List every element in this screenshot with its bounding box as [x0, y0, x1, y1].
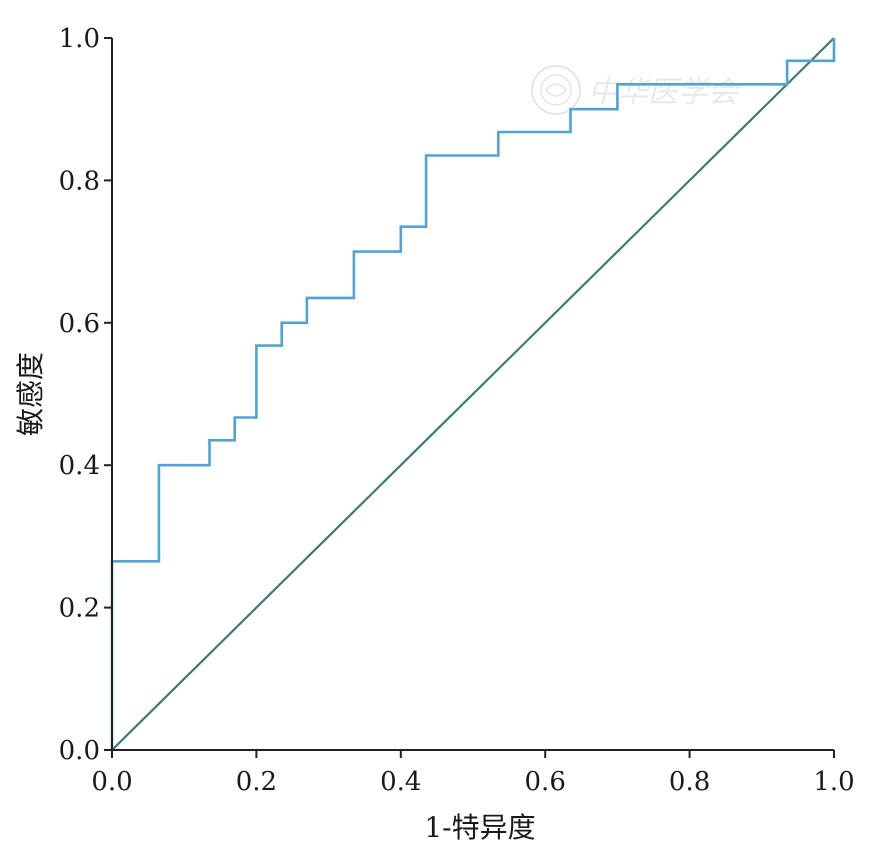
reference-diagonal-line — [111, 37, 835, 751]
y-tick-label: 1.0 — [59, 24, 100, 54]
x-tick-label: 0.2 — [236, 767, 277, 797]
x-tick-label: 1.0 — [813, 767, 854, 797]
y-tick-label: 0.8 — [59, 166, 100, 196]
x-tick-label: 0.8 — [669, 767, 710, 797]
y-tick-group: 0.0 0.2 0.4 0.6 0.8 1.0 — [59, 24, 112, 766]
y-tick-label: 0.4 — [59, 451, 100, 481]
plot-area — [110, 37, 836, 751]
watermark-text: 中华医学会 — [588, 75, 741, 110]
y-tick-label: 0.2 — [59, 594, 100, 624]
x-tick-group: 0.0 0.2 0.4 0.6 0.8 1.0 — [91, 750, 855, 797]
x-axis: 0.0 0.2 0.4 0.6 0.8 1.0 — [91, 749, 855, 797]
x-tick-label: 0.4 — [380, 767, 421, 797]
y-tick-label: 0.6 — [59, 309, 100, 339]
watermark: 中华医学会 — [531, 65, 741, 115]
roc-curve — [110, 38, 836, 750]
y-axis: 0.0 0.2 0.4 0.6 0.8 1.0 — [59, 24, 113, 766]
y-tick-label: 0.0 — [59, 736, 100, 766]
x-tick-label: 0.6 — [525, 767, 566, 797]
x-tick-label: 0.0 — [91, 767, 132, 797]
y-axis-title: 敏感度 — [14, 352, 47, 436]
x-axis-title: 1-特异度 — [424, 811, 535, 844]
society-seal-icon — [531, 65, 581, 115]
